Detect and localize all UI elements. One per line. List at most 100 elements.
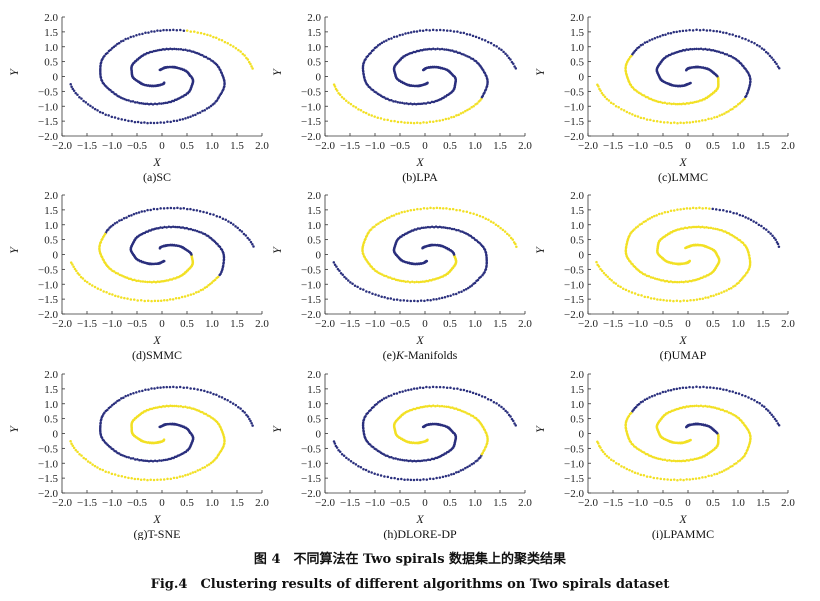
scatter-points — [596, 28, 781, 125]
scatter-points — [332, 28, 518, 125]
data-point — [406, 478, 409, 481]
data-point — [509, 236, 513, 240]
data-point — [472, 105, 475, 108]
data-point — [172, 385, 175, 389]
data-point — [186, 49, 189, 52]
data-point — [369, 51, 372, 55]
data-point — [725, 289, 728, 292]
data-point — [680, 102, 683, 106]
data-point — [650, 216, 654, 219]
data-point — [658, 278, 661, 281]
data-point — [229, 400, 232, 404]
y-tick-label: 1.0 — [570, 220, 584, 232]
data-point — [407, 31, 410, 35]
data-point — [450, 116, 453, 119]
data-point — [347, 279, 350, 282]
data-point — [206, 390, 209, 394]
data-point — [164, 101, 167, 105]
data-point — [249, 419, 252, 423]
data-point — [666, 478, 669, 481]
y-tick-label: 0.5 — [307, 235, 321, 247]
data-point — [197, 290, 200, 294]
data-point — [126, 394, 130, 397]
data-point — [470, 105, 473, 109]
data-point — [462, 31, 466, 35]
data-point — [338, 269, 341, 272]
data-point — [637, 402, 641, 406]
data-point — [400, 211, 404, 214]
data-point — [485, 75, 488, 78]
data-point — [428, 386, 431, 389]
y-axis-title: Y — [533, 246, 547, 254]
data-point — [449, 294, 452, 298]
data-point — [620, 108, 623, 111]
data-point — [415, 280, 418, 284]
data-point — [141, 280, 145, 283]
data-point — [198, 209, 202, 213]
data-point — [765, 228, 768, 231]
data-point — [195, 229, 199, 233]
subplot-8: 2.01.51.00.50−0.5−1.0−1.5−2.0−2.0 −1.5 −1.… — [270, 369, 532, 540]
data-point — [736, 460, 740, 463]
data-point — [748, 432, 751, 435]
data-point — [69, 440, 72, 443]
data-point — [720, 470, 724, 473]
x-tick-label: 0 — [685, 140, 691, 152]
data-point — [629, 232, 632, 235]
data-point — [753, 398, 756, 402]
data-point — [83, 279, 87, 283]
data-point — [453, 50, 456, 53]
data-point — [752, 220, 755, 223]
data-point — [113, 222, 117, 225]
data-point — [403, 210, 406, 214]
data-point — [447, 405, 450, 409]
data-point — [152, 121, 156, 125]
x-tick-label: 1.0 — [731, 140, 745, 152]
data-point — [401, 101, 404, 105]
y-tick-label: 1.5 — [570, 27, 584, 39]
data-point — [662, 121, 666, 124]
data-point — [241, 409, 245, 413]
data-point — [338, 93, 342, 97]
data-point — [245, 413, 248, 417]
x-axis-title: X — [415, 333, 424, 347]
y-tick-label: −2.0 — [301, 309, 321, 321]
data-point — [127, 456, 131, 459]
data-point — [394, 278, 398, 282]
data-point — [201, 466, 204, 470]
data-point — [777, 67, 781, 70]
data-point — [218, 451, 222, 454]
data-point — [100, 255, 103, 258]
data-point — [188, 49, 191, 52]
data-point — [769, 232, 772, 235]
data-point — [398, 101, 402, 104]
subplot-7: 2.01.51.00.50−0.5−1.0−1.5−2.0−2.0 −1.5 −1.… — [7, 369, 269, 540]
data-point — [658, 212, 661, 216]
data-point — [217, 96, 220, 99]
data-point — [217, 395, 221, 398]
data-point — [704, 118, 707, 122]
data-point — [189, 227, 193, 231]
data-point — [731, 390, 734, 393]
data-point — [111, 269, 114, 273]
data-point — [194, 470, 197, 474]
data-point — [155, 102, 159, 106]
data-point — [464, 288, 468, 291]
data-point — [381, 273, 384, 276]
data-point — [70, 442, 73, 446]
data-point — [760, 224, 763, 228]
data-point — [722, 209, 725, 212]
data-point — [99, 424, 102, 428]
data-point — [104, 113, 107, 116]
data-point — [762, 227, 766, 230]
data-point — [411, 103, 414, 106]
data-point — [189, 115, 192, 118]
data-point — [619, 285, 622, 289]
data-point — [409, 209, 413, 212]
data-point — [150, 50, 154, 54]
data-point — [445, 405, 448, 409]
data-point — [189, 472, 192, 475]
data-point — [445, 207, 448, 210]
data-point — [150, 299, 153, 303]
data-point — [494, 223, 498, 227]
